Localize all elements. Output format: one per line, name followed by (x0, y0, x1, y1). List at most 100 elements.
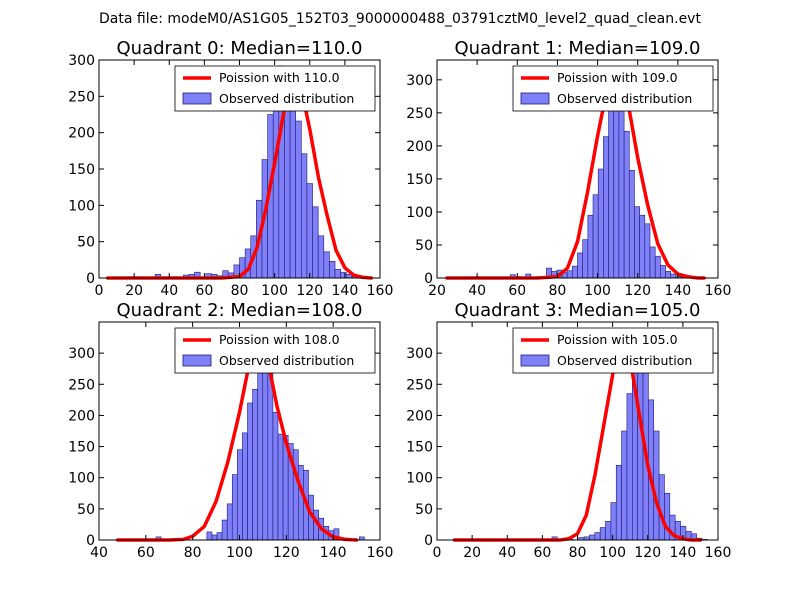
x-tick-label: 100 (261, 283, 288, 299)
histogram-bar (334, 268, 341, 279)
histogram-bar (608, 109, 615, 279)
histogram-bar (272, 82, 280, 279)
x-tick-label: 140 (670, 545, 697, 561)
histogram-bar (237, 449, 243, 541)
x-tick-label: 120 (634, 545, 661, 561)
histogram-bar (257, 371, 264, 541)
quadrant-2-legend: Poission with 108.0 Observed distribution (174, 327, 376, 374)
histogram-bar (323, 251, 330, 279)
x-tick-label: 40 (90, 545, 108, 561)
y-tick-label: 50 (77, 502, 95, 518)
quadrant-1-panel: Quadrant 1: Median=109.0 20 40 60 80 100 120 14… (406, 38, 731, 299)
histogram-bar (628, 170, 635, 279)
legend-curve-label: Poission with 109.0 (557, 70, 678, 85)
histogram-bar (317, 235, 325, 279)
histogram-bar (242, 432, 248, 541)
x-tick-label: 160 (367, 545, 394, 561)
histogram-bar (272, 412, 279, 541)
histogram-bar (306, 183, 313, 279)
y-tick-label: 150 (68, 162, 95, 178)
x-tick-label: 100 (584, 283, 611, 299)
legend-bar-label: Observed distribution (219, 91, 354, 106)
y-tick-label: 300 (68, 346, 95, 362)
legend-bar-swatch (182, 354, 212, 367)
x-tick-label: 60 (533, 545, 551, 561)
histogram-bar (605, 521, 612, 541)
histogram-bar (649, 246, 656, 279)
y-tick-label: 50 (415, 238, 433, 254)
x-tick-label: 60 (137, 545, 155, 561)
histogram-bar (592, 194, 599, 279)
quadrant-1-axes-frame (436, 59, 719, 279)
legend-bar-label: Observed distribution (219, 353, 354, 368)
quadrant-1-legend: Poission with 109.0 Observed distribution (512, 65, 714, 112)
legend-bar-swatch (520, 92, 550, 105)
quadrant-0-legend: Poission with 110.0 Observed distribution (174, 65, 376, 112)
y-tick-label: 300 (68, 53, 95, 69)
x-tick-label: 80 (569, 545, 587, 561)
histogram-bar (639, 214, 646, 279)
x-tick-label: 140 (320, 545, 347, 561)
x-tick-label: 0 (95, 283, 104, 299)
y-tick-label: 0 (424, 271, 433, 287)
y-tick-label: 200 (406, 139, 433, 155)
quadrant-2-panel: Quadrant 2: Median=108.0 40 60 80 100 120 140 1… (68, 300, 393, 561)
x-tick-label: 140 (332, 283, 359, 299)
legend-bar-swatch (520, 354, 550, 367)
histogram-bar (623, 131, 630, 279)
x-tick-label: 20 (428, 283, 446, 299)
y-tick-label: 250 (406, 106, 433, 122)
x-tick-label: 40 (468, 283, 486, 299)
y-tick-label: 250 (68, 377, 95, 393)
histogram-bar (594, 532, 601, 541)
histogram-bar (247, 402, 253, 541)
x-tick-label: 100 (226, 545, 253, 561)
histogram-bar (582, 239, 589, 279)
x-tick-label: 80 (184, 545, 202, 561)
y-tick-label: 0 (424, 533, 433, 549)
x-tick-label: 60 (508, 283, 526, 299)
x-tick-label: 40 (160, 283, 178, 299)
histogram-bar (621, 430, 628, 541)
histogram-bar (626, 393, 633, 541)
histogram-bar (566, 270, 573, 279)
histogram-bar (301, 153, 308, 279)
histogram-bar (618, 96, 625, 279)
x-tick-label: 160 (705, 545, 732, 561)
histogram-bar (660, 265, 666, 279)
histogram-bar (603, 136, 609, 279)
quadrant-0-title: Quadrant 0: Median=110.0 (117, 38, 363, 59)
x-tick-label: 120 (296, 283, 323, 299)
quadrant-3-legend: Poission with 105.0 Observed distribution (512, 327, 714, 374)
x-tick-label: 100 (599, 545, 626, 561)
histogram-bar (231, 474, 238, 541)
x-tick-label: 80 (549, 283, 567, 299)
histogram-bar (597, 168, 604, 279)
x-tick-label: 80 (231, 283, 249, 299)
quadrant-3-panel: Quadrant 3: Median=105.0 0 20 40 60 80 100 120 1… (406, 300, 731, 561)
histogram-bar (312, 206, 319, 279)
y-tick-label: 150 (68, 440, 95, 456)
histogram-bar (252, 388, 258, 541)
figure-suptitle: Data file: modeM0/AS1G05_152T03_90000004… (99, 11, 701, 27)
histogram-bar (216, 532, 223, 541)
histogram-bar (262, 355, 269, 541)
histogram-bar (277, 433, 284, 541)
legend-bar-label: Observed distribution (557, 353, 692, 368)
legend-curve-label: Poission with 108.0 (219, 332, 340, 347)
x-tick-label: 160 (705, 283, 732, 299)
histogram-bar (589, 534, 596, 541)
histogram-bar (211, 534, 218, 541)
quadrant-1-title: Quadrant 1: Median=109.0 (455, 38, 701, 59)
histogram-bar (654, 255, 661, 279)
histogram-bar (587, 214, 594, 279)
y-tick-label: 200 (68, 408, 95, 424)
histogram-bar (340, 271, 347, 279)
x-tick-label: 20 (125, 283, 143, 299)
histogram-bar (221, 519, 228, 541)
legend-bar-swatch (182, 92, 212, 105)
histogram-bar (329, 260, 336, 279)
y-tick-label: 50 (77, 235, 95, 251)
quadrant-3-title: Quadrant 3: Median=105.0 (455, 300, 701, 321)
x-tick-label: 120 (273, 545, 300, 561)
